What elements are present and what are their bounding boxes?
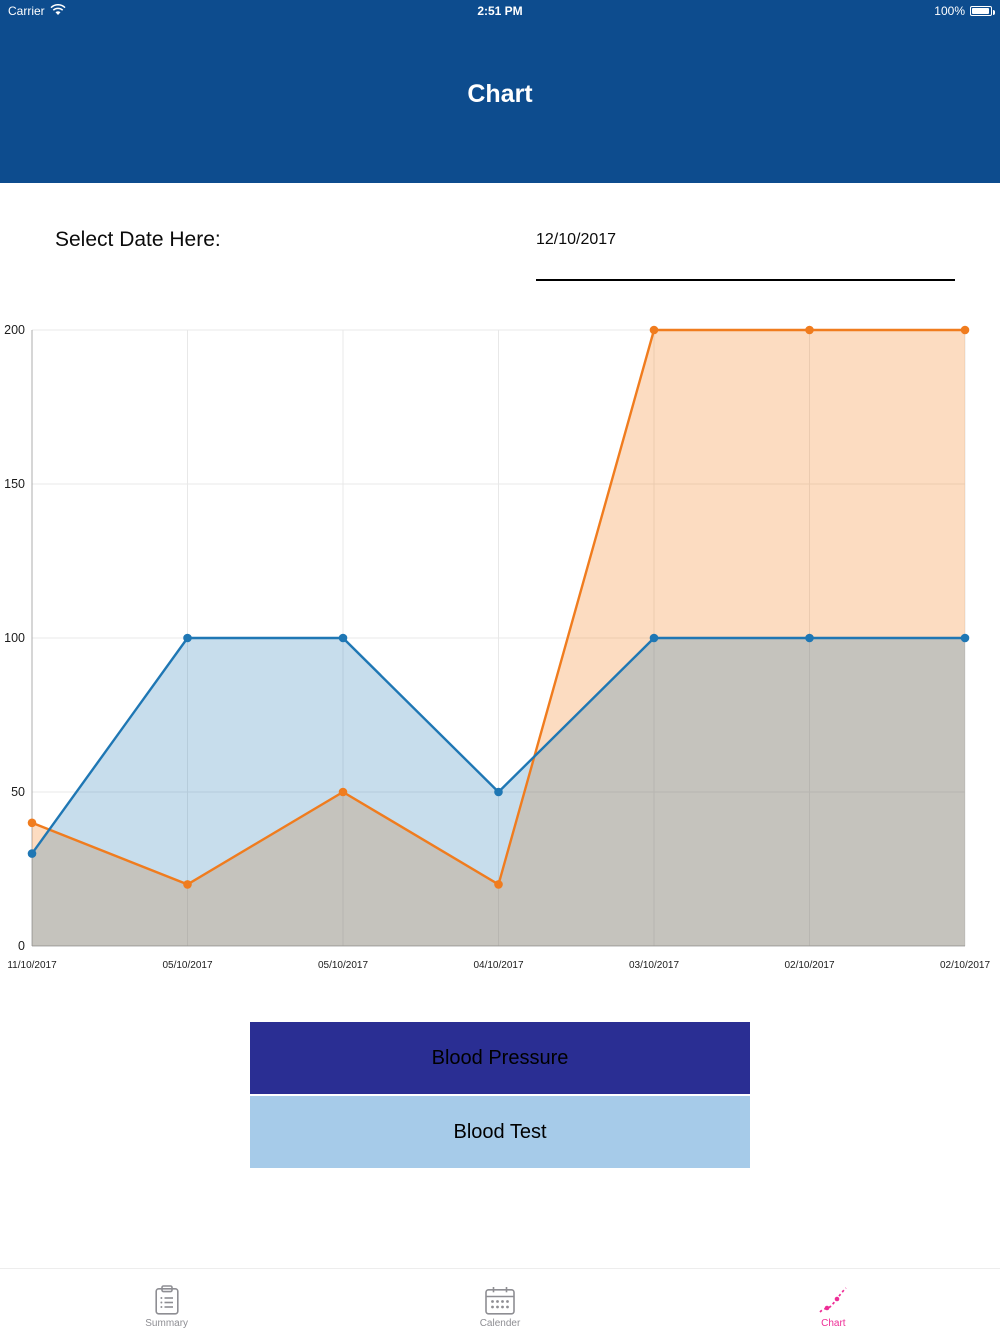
battery-percentage: 100% [934,4,965,18]
clipboard-icon [155,1285,179,1315]
carrier-label: Carrier [8,4,45,18]
svg-text:11/10/2017: 11/10/2017 [7,960,57,971]
select-date-label: Select Date Here: [55,228,221,251]
tab-calendar[interactable]: Calender [333,1269,666,1334]
svg-text:05/10/2017: 05/10/2017 [318,960,368,971]
tab-chart-label: Chart [821,1318,846,1329]
tab-calendar-label: Calender [479,1318,521,1329]
area-chart: 0 50 100 150 200 11/10/2017 05/10/2017 05/10/20… [4,323,990,971]
header: Chart [0,0,1000,183]
tab-summary[interactable]: Summary [0,1269,333,1334]
svg-text:100: 100 [4,631,25,645]
blood-pressure-button[interactable]: Blood Pressure [250,1022,750,1094]
svg-text:150: 150 [4,477,25,491]
tab-bar: Summary Calender [0,1268,1000,1334]
svg-text:05/10/2017: 05/10/2017 [162,960,212,971]
svg-text:0: 0 [18,939,25,953]
svg-text:03/10/2017: 03/10/2017 [629,960,679,971]
status-bar: 2:51 PM Carrier 100% [0,0,1000,22]
battery-icon [970,6,995,16]
tab-summary-label: Summary [145,1318,189,1329]
svg-text:04/10/2017: 04/10/2017 [473,960,523,971]
svg-text:02/10/2017: 02/10/2017 [940,960,990,971]
chart-line-icon [818,1285,848,1315]
page-title: Chart [467,80,533,108]
date-underline [536,279,955,281]
svg-text:50: 50 [11,785,25,799]
date-input[interactable]: 12/10/2017 [536,231,956,283]
calendar-icon [485,1285,515,1315]
blood-test-button[interactable]: Blood Test [250,1096,750,1168]
wifi-icon [50,3,66,19]
tab-chart[interactable]: Chart [667,1269,1000,1334]
status-time: 2:51 PM [477,4,523,18]
date-value[interactable]: 12/10/2017 [536,231,617,248]
svg-text:02/10/2017: 02/10/2017 [784,960,834,971]
legend-buttons: Blood Pressure Blood Test [250,1022,750,1170]
svg-text:200: 200 [4,323,25,337]
